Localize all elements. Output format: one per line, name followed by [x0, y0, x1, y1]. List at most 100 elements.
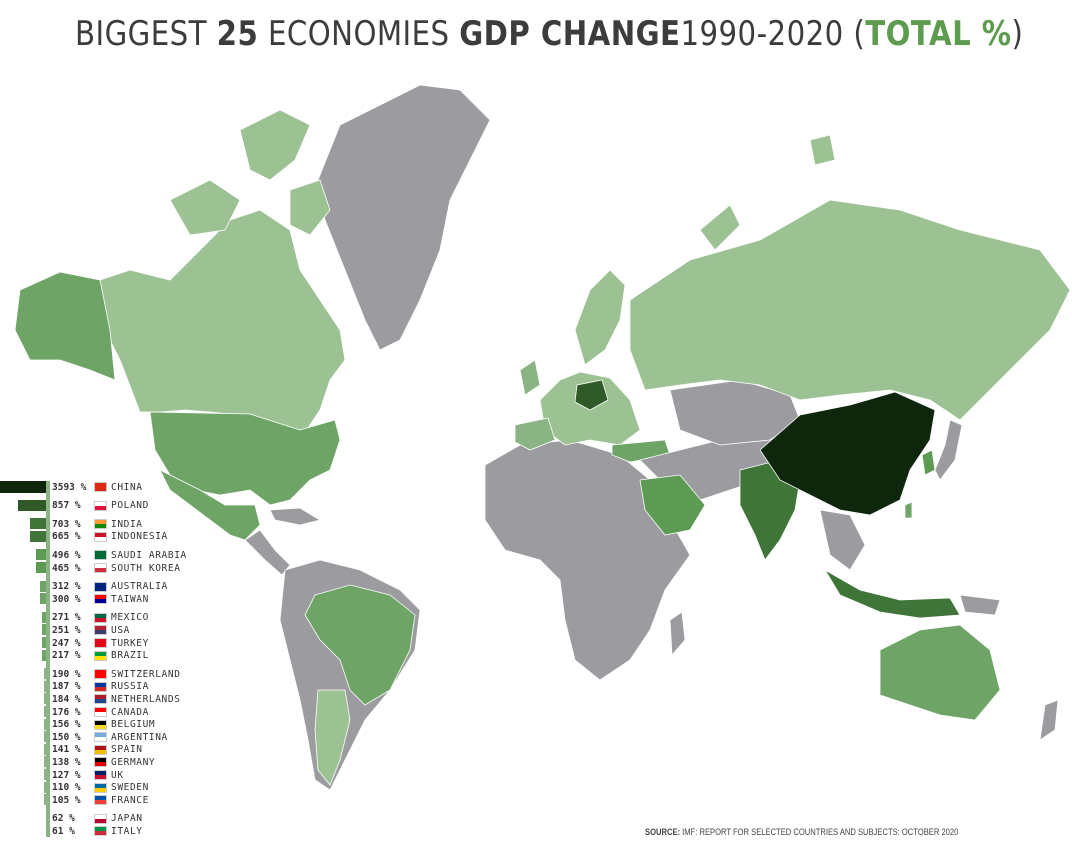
legend-row: 857 % POLAND: [52, 500, 149, 512]
legend-bar: [18, 499, 50, 511]
legend-row: 496 % SAUDI ARABIA: [52, 549, 187, 561]
legend-percent: 156 %: [52, 719, 81, 731]
legend-row: 127 % UK: [52, 769, 124, 781]
canada: [99, 209, 346, 441]
legend-country: ARGENTINA: [111, 731, 168, 743]
legend-country: RUSSIA: [111, 681, 149, 693]
flag-icon: [94, 757, 107, 768]
flag-icon: [94, 500, 107, 511]
legend-country: SWITZERLAND: [111, 668, 181, 680]
legend-country: POLAND: [111, 500, 149, 512]
source-label: SOURCE:: [645, 827, 681, 838]
russia-islands: [699, 204, 741, 251]
legend-percent: 496 %: [52, 549, 81, 561]
flag-icon: [94, 650, 107, 661]
legend-percent: 665 %: [52, 531, 81, 543]
legend-country: INDIA: [111, 518, 143, 530]
flag-icon: [94, 563, 107, 573]
legend-percent: 247 %: [52, 637, 81, 649]
legend-row: 105 % FRANCE: [52, 794, 149, 806]
legend-country: SOUTH KOREA: [111, 562, 181, 574]
papua: [959, 594, 1001, 616]
legend-percent: 187 %: [52, 681, 81, 693]
legend-percent: 217 %: [52, 650, 81, 662]
legend-row: 247 % TURKEY: [52, 637, 149, 649]
legend-percent: 127 %: [52, 769, 81, 781]
legend-row: 138 % GERMANY: [52, 756, 155, 768]
legend-percent: 141 %: [52, 744, 81, 756]
flag-icon: [94, 782, 107, 793]
legend-percent: 105 %: [52, 794, 81, 806]
taiwan: [904, 501, 913, 519]
flag-icon: [94, 581, 107, 592]
japan: [934, 419, 963, 481]
legend-country: CHINA: [111, 481, 143, 493]
legend-country: FRANCE: [111, 794, 149, 806]
legend-row: 271 % MEXICO: [52, 612, 149, 624]
title-emphasis: GDP CHANGE: [459, 14, 681, 54]
legend-bar: [40, 580, 50, 592]
spain: [514, 417, 556, 451]
flag-icon: [94, 669, 107, 680]
legend-country: NETHERLANDS: [111, 693, 181, 705]
legend-country: USA: [111, 624, 130, 636]
legend-percent: 312 %: [52, 581, 81, 593]
legend-country: SPAIN: [111, 744, 143, 756]
flag-icon: [94, 719, 107, 730]
legend-row: 62 % JAPAN: [52, 813, 143, 825]
legend-stem: [46, 481, 50, 838]
legend: 3593 % CHINA 857 % POLAND 703 % INDIA 665 % IND…: [0, 475, 210, 862]
argentina: [314, 689, 351, 786]
canada-arctic-islands: [289, 179, 331, 236]
legend-country: GERMANY: [111, 756, 156, 768]
legend-bar: [36, 549, 50, 561]
flag-icon: [94, 550, 107, 561]
madagascar: [669, 611, 686, 657]
legend-row: 300 % TAIWAN: [52, 593, 149, 605]
legend-percent: 110 %: [52, 782, 81, 794]
legend-percent: 703 %: [52, 518, 81, 530]
flag-icon: [94, 770, 107, 780]
legend-country: UK: [111, 769, 124, 781]
legend-row: 184 % NETHERLANDS: [52, 693, 181, 705]
greenland: [317, 84, 491, 351]
legend-country: CANADA: [111, 706, 149, 718]
flag-icon: [94, 681, 107, 692]
flag-icon: [94, 594, 107, 605]
legend-percent: 465 %: [52, 562, 81, 574]
legend-percent: 300 %: [52, 593, 81, 605]
legend-percent: 62 %: [52, 813, 75, 825]
flag-icon: [94, 813, 107, 824]
legend-percent: 190 %: [52, 668, 81, 680]
legend-bar: [36, 562, 50, 573]
legend-row: 251 % USA: [52, 624, 130, 636]
legend-percent: 857 %: [52, 500, 81, 512]
poland: [574, 379, 609, 411]
legend-bar: [40, 593, 50, 605]
title-number: 25: [216, 14, 259, 54]
source-text: IMF: REPORT FOR SELECTED COUNTRIES AND S…: [680, 827, 959, 838]
legend-row: 190 % SWITZERLAND: [52, 668, 181, 680]
flag-icon: [94, 612, 107, 623]
title-years: 1990-2020 (: [680, 14, 866, 54]
legend-percent: 251 %: [52, 624, 81, 636]
flag-icon: [94, 531, 107, 542]
southeast-asia: [819, 509, 866, 571]
legend-row: 465 % SOUTH KOREA: [52, 562, 181, 574]
china: [759, 391, 936, 516]
legend-percent: 271 %: [52, 612, 81, 624]
flag-icon: [94, 638, 107, 648]
uk: [519, 359, 541, 396]
legend-country: TURKEY: [111, 637, 149, 649]
scandinavia: [574, 269, 626, 366]
page-title: BIGGEST 25 ECONOMIES GDP CHANGE1990-2020…: [75, 14, 1023, 54]
new-zealand: [1039, 699, 1059, 741]
flag-icon: [94, 795, 107, 806]
legend-country: TAIWAN: [111, 593, 149, 605]
legend-row: 187 % RUSSIA: [52, 681, 149, 693]
legend-country: SWEDEN: [111, 782, 149, 794]
legend-percent: 61 %: [52, 825, 75, 837]
alaska: [14, 271, 116, 381]
legend-bar: [0, 481, 50, 493]
canada-arctic-islands: [169, 179, 241, 236]
